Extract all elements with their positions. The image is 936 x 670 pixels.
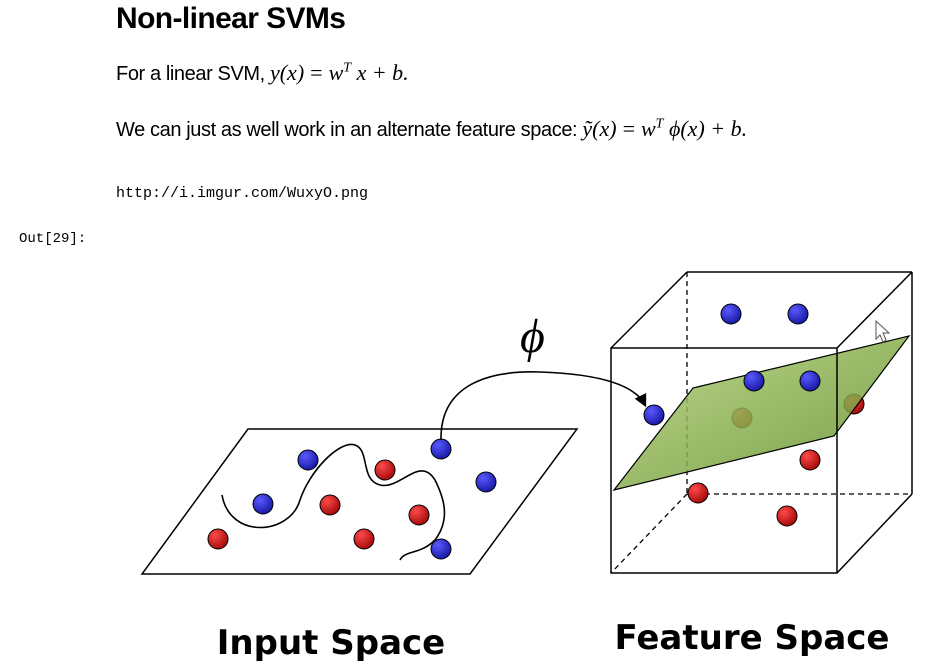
mouse-cursor-icon bbox=[875, 319, 891, 343]
eq2-transpose: T bbox=[655, 116, 664, 132]
feature-space-paragraph: We can just as well work in an alternate… bbox=[116, 116, 747, 142]
eq2-lhs: ỹ(x) bbox=[582, 116, 617, 141]
eq1-transpose: T bbox=[343, 60, 352, 76]
feature-space-equation: ỹ(x) = wT ϕ(x) + b. bbox=[582, 116, 747, 141]
input-point-blue bbox=[430, 538, 452, 560]
input-point-red bbox=[319, 494, 341, 516]
feature-point-blue bbox=[720, 303, 742, 325]
input-point-red bbox=[353, 528, 375, 550]
eq1-equals: = bbox=[310, 60, 323, 85]
input-point-red bbox=[408, 504, 430, 526]
input-point-blue bbox=[297, 449, 319, 471]
feature-point-red bbox=[687, 482, 709, 504]
eq1-rhs: x + b. bbox=[356, 60, 409, 85]
input-space-decision-curve bbox=[221, 443, 446, 561]
input-space-caption: Input Space bbox=[217, 623, 445, 663]
feature-point-blue bbox=[799, 370, 821, 392]
input-point-red bbox=[207, 528, 229, 550]
eq2-equals: = bbox=[622, 116, 635, 141]
feature-point-blue bbox=[743, 370, 765, 392]
feature-space-text: We can just as well work in an alternate… bbox=[116, 119, 583, 141]
input-point-blue bbox=[475, 471, 497, 493]
input-point-red bbox=[374, 459, 396, 481]
feature-point-blue bbox=[643, 404, 665, 426]
cube-visible-edges bbox=[610, 271, 913, 574]
input-point-blue bbox=[430, 438, 452, 460]
output-prompt: Out[29]: bbox=[19, 231, 87, 247]
input-space-plane bbox=[140, 428, 579, 575]
feature-space-caption: Feature Space bbox=[615, 618, 890, 658]
linear-svm-text: For a linear SVM, bbox=[116, 63, 270, 85]
eq2-rhs: ϕ(x) + b. bbox=[668, 116, 748, 141]
code-cell-url[interactable]: http://i.imgur.com/WuxyO.png bbox=[116, 185, 369, 202]
eq1-w: w bbox=[328, 60, 344, 85]
mapping-symbol: ϕ bbox=[520, 310, 545, 363]
feature-point-blue bbox=[787, 303, 809, 325]
feature-point-red bbox=[799, 449, 821, 471]
section-heading: Non-linear SVMs bbox=[116, 2, 346, 35]
feature-point-red bbox=[776, 505, 798, 527]
linear-svm-paragraph: For a linear SVM, y(x) = wT x + b. bbox=[116, 60, 409, 86]
linear-svm-equation: y(x) = wT x + b. bbox=[270, 60, 409, 85]
input-point-blue bbox=[252, 493, 274, 515]
eq1-lhs: y(x) bbox=[269, 60, 305, 85]
mapping-arrow bbox=[440, 371, 647, 441]
eq2-w: w bbox=[640, 116, 656, 141]
